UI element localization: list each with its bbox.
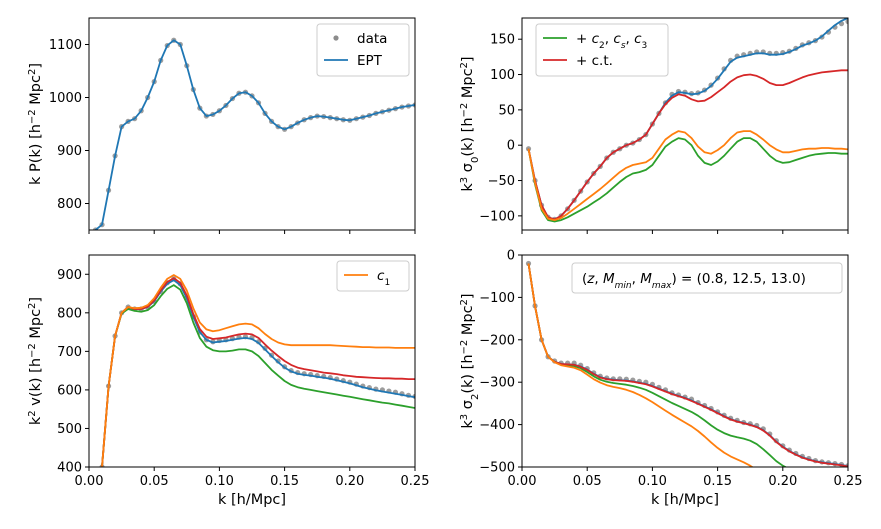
legend-label-c1: c1: [377, 268, 390, 288]
legend: c1: [336, 260, 410, 292]
x-axis-label: k [h/Mpc]: [218, 492, 286, 508]
y-tick-label: −300: [479, 376, 515, 391]
axes-frame: [521, 254, 849, 468]
series-group: [525, 260, 848, 467]
axes-frame: [88, 254, 416, 468]
y-axis-label: k3 σ2(k) [h−2 Mpc2]: [459, 293, 481, 428]
series-line-orange: [527, 263, 754, 467]
legend-marker-data: [333, 35, 339, 41]
series-line-c2-cs-c3: [527, 137, 848, 223]
y-axis-label: k P(k) [h−2 Mpc2]: [27, 63, 45, 185]
series-line-c-t: [101, 277, 415, 467]
y-axis-label: k2 v(k) [h−2 Mpc2]: [27, 297, 45, 425]
y-tick-label: 700: [57, 345, 82, 360]
series-line-c2-cs-c3: [527, 263, 788, 467]
legend-label-params: (z, Mmin, Mmax) = (0.8, 12.5, 13.0): [582, 271, 806, 291]
x-tick-label: 0.00: [508, 474, 537, 489]
legend-frame: [316, 23, 410, 77]
series-line-c1: [101, 274, 415, 467]
legend-label-c2-cs-c3: + c2, cs, c3: [576, 31, 647, 51]
y-tick-label: −500: [479, 461, 515, 476]
axes-frame: [88, 17, 416, 231]
data-point: [845, 18, 848, 25]
x-tick-label: 0.25: [834, 474, 863, 489]
legend: (z, Mmin, Mmax) = (0.8, 12.5, 13.0): [571, 262, 843, 294]
legend-label-ept: EPT: [357, 53, 383, 69]
y-tick-label: 1100: [49, 38, 82, 53]
x-tick-label: 0.20: [335, 474, 364, 489]
y-tick-label: −400: [479, 418, 515, 433]
y-tick-label: 150: [490, 33, 515, 48]
x-tick-label: 0.10: [205, 474, 234, 489]
legend: + c2, cs, c3 + c.t.: [535, 23, 669, 77]
data-point: [525, 260, 532, 267]
chart-panel-sigma0: −100 −50 0 50 100 150 k3 σ0(k) [h−2 Mpc2] + c2,…: [459, 17, 849, 234]
series-group: [92, 37, 415, 230]
y-tick-label: 900: [57, 268, 82, 283]
series-line-ept: [94, 39, 415, 230]
y-tick-label: −50: [488, 174, 515, 189]
x-tick-label: 0.05: [573, 474, 602, 489]
series-line-c-t: [527, 263, 848, 467]
y-tick-label: 50: [498, 103, 515, 118]
y-tick-label: 0: [507, 249, 515, 264]
legend-label-c-t: + c.t.: [576, 53, 613, 69]
x-tick-label: 0.15: [703, 474, 732, 489]
legend-frame: [336, 260, 410, 292]
legend-frame: [571, 262, 843, 294]
y-tick-label: 500: [57, 422, 82, 437]
chart-panel-v: 0.00 0.05 0.10 0.15 0.20 0.25 400 500 600 700 800 9…: [27, 254, 430, 508]
x-axis-label: k [h/Mpc]: [651, 492, 719, 508]
series-group: [99, 274, 415, 467]
y-tick-label: 600: [57, 383, 82, 398]
series-group: [525, 18, 848, 223]
legend-label-data: data: [357, 31, 387, 47]
x-tick-label: 0.05: [140, 474, 169, 489]
x-tick-label: 0.15: [270, 474, 299, 489]
legend-frame: [535, 23, 669, 77]
y-tick-label: 800: [57, 197, 82, 212]
y-axis-label: k3 σ0(k) [h−2 Mpc2]: [459, 56, 481, 191]
x-tick-label: 0.25: [401, 474, 430, 489]
y-tick-label: 1000: [49, 91, 82, 106]
y-tick-label: 900: [57, 144, 82, 159]
y-tick-label: 0: [507, 139, 515, 154]
x-tick-label: 0.10: [638, 474, 667, 489]
y-tick-label: 100: [490, 68, 515, 83]
chart-panel-sigma2: 0.00 0.05 0.10 0.15 0.20 0.25 −500 −400 −300 −200…: [459, 249, 863, 509]
axes-frame: [521, 17, 849, 231]
y-tick-label: −100: [479, 209, 515, 224]
series-line-orange: [527, 130, 848, 221]
y-tick-label: 800: [57, 306, 82, 321]
legend: data EPT: [316, 23, 410, 77]
y-tick-label: −200: [479, 333, 515, 348]
x-tick-label: 0.00: [75, 474, 104, 489]
series-line-c2-cs-c3: [101, 284, 415, 467]
y-tick-label: −100: [479, 291, 515, 306]
x-tick-label: 0.20: [768, 474, 797, 489]
series-line-c-t: [527, 69, 848, 221]
chart-panel-pk: 800 900 1000 1100 k P(k) [h−2 Mpc2] data EPT: [27, 17, 416, 234]
y-tick-label: 400: [57, 461, 82, 476]
